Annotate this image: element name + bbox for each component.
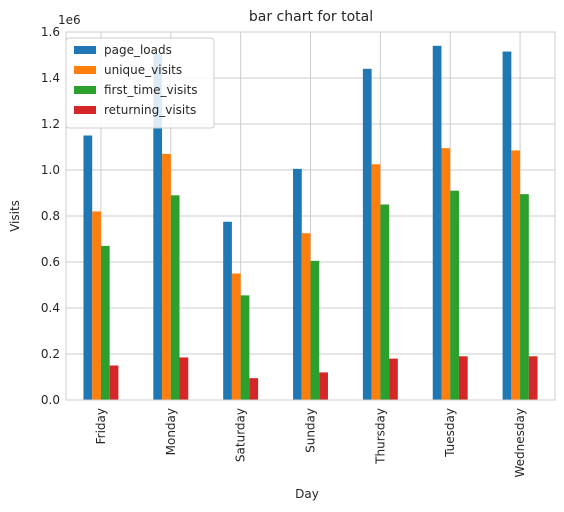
bar-page-loads-thursday bbox=[362, 68, 372, 401]
y-axis-label: Visits bbox=[8, 200, 22, 232]
x-tick-label: Thursday bbox=[373, 408, 387, 465]
y-tick-label: 1.0 bbox=[41, 163, 60, 177]
y-offset-label: 1e6 bbox=[58, 13, 81, 27]
bar-unique-visits-wednesday bbox=[511, 150, 521, 400]
y-tick-label: 0.4 bbox=[41, 301, 60, 315]
bar-page-loads-saturday bbox=[223, 221, 232, 400]
chart-title: bar chart for total bbox=[249, 9, 373, 25]
bar-returning-visits-thursday bbox=[389, 358, 398, 400]
bar-unique-visits-friday bbox=[92, 211, 101, 400]
bar-returning-visits-saturday bbox=[249, 378, 259, 400]
bar-unique-visits-saturday bbox=[231, 273, 241, 400]
bar-page-loads-friday bbox=[83, 135, 93, 400]
y-tick-labels: 0.0 0.2 0.4 0.6 0.8 1.0 1.2 1.4 1.6 bbox=[41, 25, 60, 407]
bar-returning-visits-monday bbox=[179, 357, 189, 400]
x-tick-label: Wednesday bbox=[513, 408, 527, 477]
bar-returning-visits-wednesday bbox=[528, 356, 538, 400]
bar-unique-visits-sunday bbox=[301, 233, 311, 400]
legend-box bbox=[65, 37, 215, 129]
legend-label: page_loads bbox=[104, 43, 172, 57]
y-tick-label: 1.2 bbox=[41, 117, 60, 131]
bar-page-loads-monday bbox=[153, 53, 163, 400]
bar-unique-visits-tuesday bbox=[441, 148, 451, 400]
legend-swatch-page-loads bbox=[74, 46, 96, 54]
plot-frame bbox=[65, 31, 556, 401]
bar-returning-visits-tuesday bbox=[458, 356, 468, 400]
bar-page-loads-wednesday bbox=[502, 51, 512, 401]
x-axis-label: Day bbox=[295, 487, 319, 501]
x-tick-labels: Friday Monday Saturday Sunday Thursday Tuesda… bbox=[94, 408, 527, 477]
x-tick-label: Monday bbox=[164, 408, 178, 455]
bar-returning-visits-sunday bbox=[319, 372, 328, 400]
y-tick-label: 0.2 bbox=[41, 347, 60, 361]
legend-label: first_time_visits bbox=[104, 83, 198, 97]
x-tick-label: Saturday bbox=[234, 408, 248, 462]
bar-first-time-visits-monday bbox=[170, 195, 180, 400]
y-tick-label: 0.8 bbox=[41, 209, 60, 223]
x-tick-label: Sunday bbox=[304, 408, 318, 453]
legend-swatch-returning-visits bbox=[74, 106, 96, 114]
bar-unique-visits-monday bbox=[162, 153, 171, 400]
y-tick-label: 1.6 bbox=[41, 25, 60, 39]
legend-label: unique_visits bbox=[104, 63, 182, 77]
bar-first-time-visits-tuesday bbox=[450, 190, 459, 400]
bar-page-loads-tuesday bbox=[432, 45, 442, 401]
legend: page_loads unique_visits first_time_visits… bbox=[65, 37, 215, 129]
bar-first-time-visits-wednesday bbox=[520, 194, 529, 400]
bar-unique-visits-thursday bbox=[371, 164, 381, 400]
x-tick-label: Tuesday bbox=[443, 408, 457, 458]
y-tick-label: 0.6 bbox=[41, 255, 60, 269]
x-tick-label: Friday bbox=[94, 408, 108, 444]
legend-swatch-first-time-visits bbox=[74, 86, 96, 94]
y-tick-label: 1.4 bbox=[41, 71, 60, 85]
bar-returning-visits-friday bbox=[109, 365, 119, 400]
bar-first-time-visits-sunday bbox=[310, 260, 320, 400]
bar-first-time-visits-thursday bbox=[380, 204, 390, 400]
bar-page-loads-sunday bbox=[293, 168, 302, 400]
legend-label: returning_visits bbox=[104, 103, 196, 117]
bar-first-time-visits-friday bbox=[100, 245, 110, 400]
y-tick-label: 0.0 bbox=[41, 393, 60, 407]
bars bbox=[83, 45, 538, 401]
legend-swatch-unique-visits bbox=[74, 66, 96, 74]
bar-first-time-visits-saturday bbox=[240, 295, 250, 400]
